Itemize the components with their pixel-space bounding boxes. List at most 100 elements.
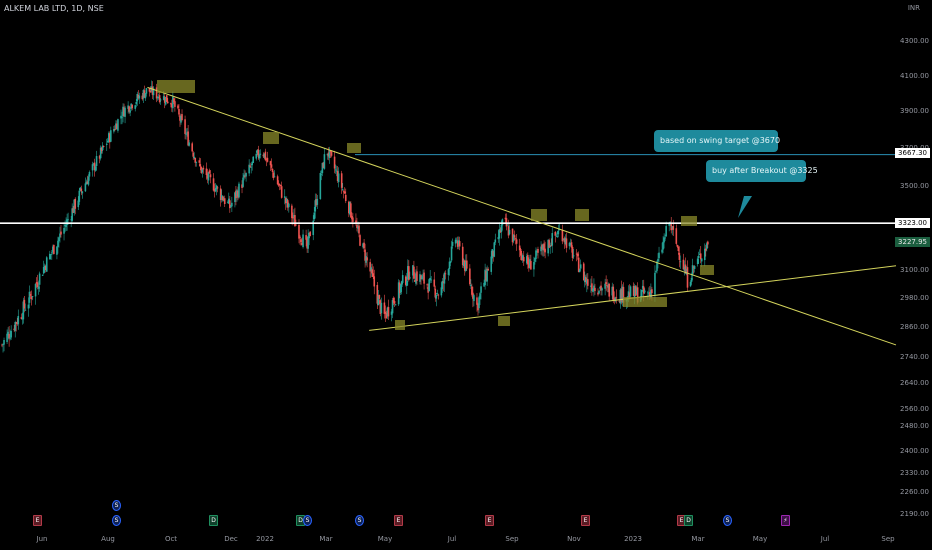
candle (530, 254, 532, 270)
candle (157, 93, 160, 100)
candle (492, 250, 495, 262)
split-event-icon[interactable]: S (112, 500, 121, 511)
candle (166, 97, 169, 104)
candle (555, 232, 558, 238)
candle (252, 155, 255, 164)
candle (598, 290, 600, 295)
candle (364, 243, 366, 268)
candle (430, 276, 433, 283)
candle (27, 297, 30, 317)
candle (322, 161, 325, 169)
candle (693, 265, 696, 273)
candle (483, 279, 485, 287)
candle (535, 247, 537, 263)
event-marker-icon[interactable]: ⚡ (781, 515, 790, 526)
candle (678, 246, 681, 268)
candle (513, 230, 516, 241)
candle (208, 168, 211, 174)
candle (92, 162, 95, 166)
candle (543, 240, 545, 257)
candle (562, 238, 565, 241)
candle (394, 304, 397, 306)
candle (315, 193, 318, 207)
candle (177, 104, 179, 110)
candle (421, 273, 423, 280)
candle (407, 259, 409, 286)
buy-note-callout[interactable]: buy after Breakout @3325 (706, 160, 818, 182)
candle (369, 258, 371, 279)
candle (145, 87, 148, 97)
event-marker-icon[interactable]: S (303, 515, 312, 526)
event-marker-icon[interactable]: D (209, 515, 218, 526)
candle (223, 195, 226, 207)
candle (348, 200, 350, 218)
candle (192, 150, 195, 160)
candle (591, 275, 593, 296)
candle (131, 104, 133, 111)
x-tick-label: Sep (505, 535, 519, 543)
candle (280, 181, 283, 199)
target-note-callout[interactable]: based on swing target @3670 (654, 130, 780, 152)
candle (670, 217, 673, 234)
candle (37, 280, 40, 295)
candle (572, 248, 575, 260)
candle (10, 325, 12, 340)
candle (259, 149, 262, 159)
candle (486, 265, 488, 286)
event-marker-icon[interactable]: D (684, 515, 693, 526)
symbol-title[interactable]: ALKEM LAB LTD, 1D, NSE (4, 4, 104, 13)
candle (611, 282, 614, 300)
candle (8, 326, 10, 347)
candle (249, 162, 251, 168)
swing-highlight-box (347, 143, 361, 153)
candle (29, 291, 32, 299)
candle (200, 166, 203, 174)
candle (629, 285, 632, 299)
candle (56, 246, 58, 260)
candle (422, 269, 424, 281)
candle (679, 255, 682, 269)
candle (441, 277, 444, 293)
candle (230, 204, 232, 208)
candle (654, 265, 656, 302)
candle (263, 153, 266, 160)
candle (540, 241, 542, 255)
candle (30, 290, 33, 306)
candle (356, 217, 358, 232)
candle (632, 282, 635, 297)
candle (219, 185, 222, 207)
candle (226, 200, 229, 204)
candle (91, 161, 94, 177)
candle (663, 233, 665, 249)
candle (336, 165, 339, 183)
event-marker-icon[interactable]: E (394, 515, 403, 526)
candle (184, 115, 186, 140)
candle (685, 265, 688, 276)
candle (433, 272, 436, 290)
event-marker-icon[interactable]: E (581, 515, 590, 526)
candle (71, 203, 73, 223)
candle (122, 103, 124, 123)
candle (212, 173, 215, 192)
candle (427, 283, 429, 300)
candle (243, 169, 245, 181)
x-tick-label: Oct (164, 535, 178, 543)
candle (352, 213, 354, 228)
event-marker-icon[interactable]: S (112, 515, 121, 526)
candle (619, 287, 622, 309)
event-marker-icon[interactable]: E (33, 515, 42, 526)
candle (28, 285, 31, 309)
event-marker-icon[interactable]: S (355, 515, 364, 526)
candle (408, 260, 410, 282)
event-marker-icon[interactable]: S (723, 515, 732, 526)
drawings-layer (0, 80, 906, 346)
event-marker-icon[interactable]: E (485, 515, 494, 526)
x-tick-label: 2022 (256, 535, 274, 543)
candle (272, 171, 275, 181)
candle (518, 238, 521, 258)
x-tick-label: Jul (447, 535, 457, 543)
candle (321, 162, 324, 177)
candle (571, 245, 574, 262)
y-tick-label: 3100.00 (900, 266, 929, 274)
